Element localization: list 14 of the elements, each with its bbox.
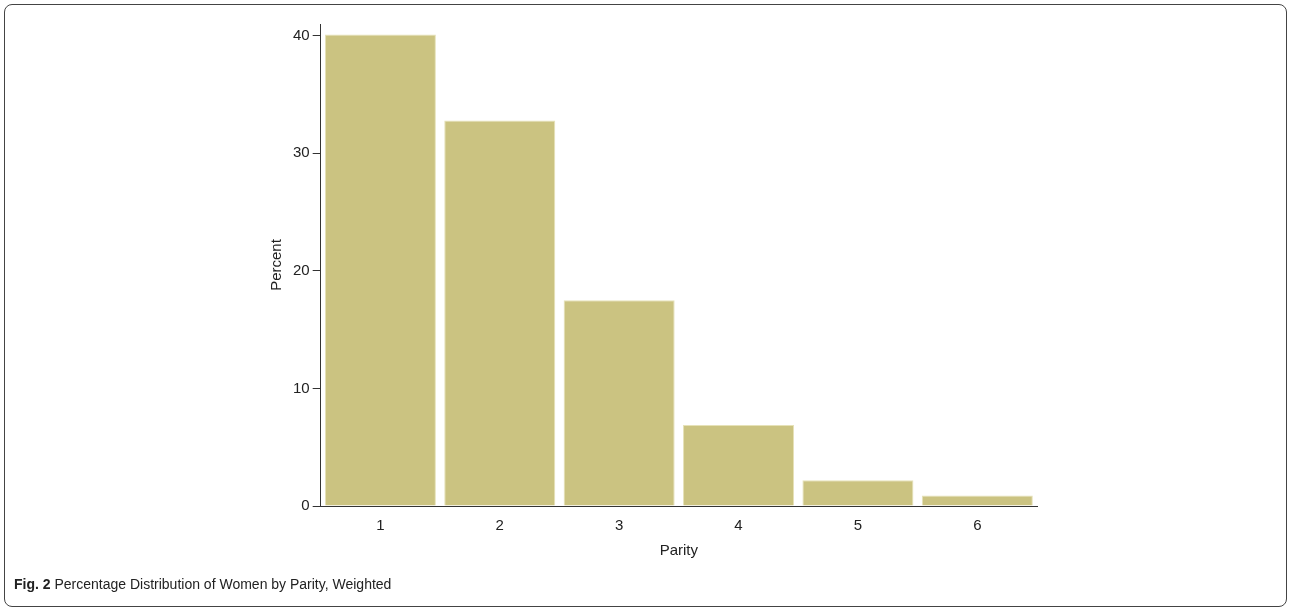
x-tick-label: 1 — [376, 516, 385, 534]
y-tick-label: 0 — [301, 496, 310, 514]
y-tick-label: 10 — [293, 378, 310, 396]
x-tick-label: 6 — [973, 516, 982, 534]
y-tick-label: 20 — [293, 261, 310, 279]
x-tick-label: 5 — [853, 516, 863, 534]
y-axis-title: Percent — [267, 238, 285, 291]
x-axis-title: Parity — [659, 541, 699, 559]
x-tick-label: 2 — [495, 516, 504, 534]
x-tick-label: 3 — [614, 516, 624, 534]
x-tick-label: 4 — [734, 516, 743, 534]
y-tick-label: 30 — [293, 143, 310, 161]
y-tick-label: 40 — [293, 25, 310, 43]
caption: Fig. 2 Percentage Distribution of Women by Parity, Weighted — [14, 576, 392, 592]
